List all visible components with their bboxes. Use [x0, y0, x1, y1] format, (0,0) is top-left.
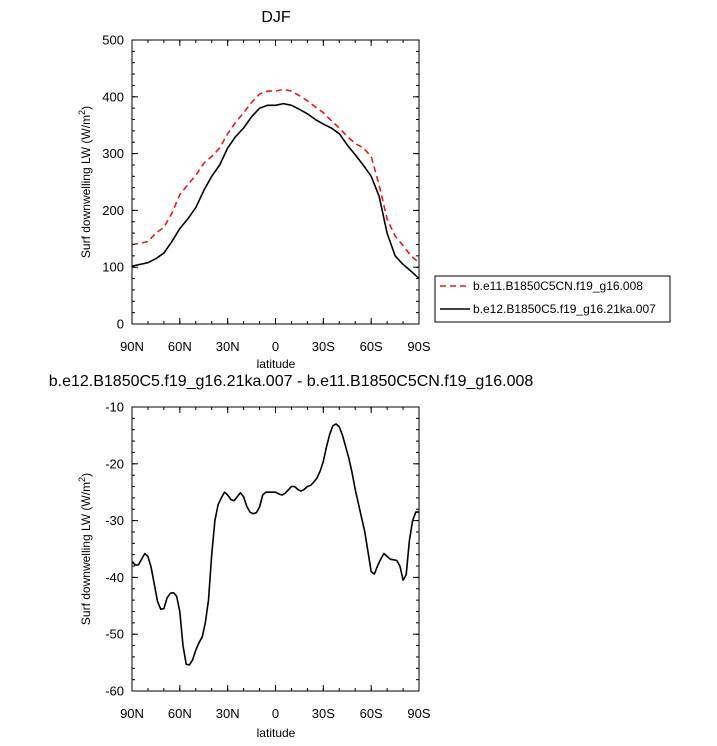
- top-y-tick-label: 0: [117, 317, 124, 332]
- bottom-panel: b.e12.B1850C5.f19_g16.21ka.007 - b.e11.B…: [49, 373, 534, 740]
- bottom-x-tick-label: 0: [272, 706, 279, 721]
- bottom-y-tick-label: -50: [105, 627, 124, 642]
- bottom-x-tick-label: 60N: [168, 706, 192, 721]
- top-y-tick-label: 100: [102, 260, 124, 275]
- legend: b.e11.B1850C5CN.f19_g16.008 b.e12.B1850C…: [434, 275, 671, 323]
- bottom-x-tick-label: 90S: [407, 706, 430, 721]
- bottom-y-tick-label: -60: [105, 684, 124, 699]
- top-x-tick-label: 90N: [120, 339, 144, 354]
- top-series-line-1: [131, 88, 420, 264]
- top-y-axis-label-text: Surf downwelling LW (W/m: [79, 115, 93, 258]
- top-panel: DJF 0 100 200 300 400 500 90N 60N 30N 0 30S 60S 90S…: [77, 9, 671, 371]
- top-y-ticks: 0 100 200 300 400 500: [102, 33, 419, 332]
- legend-box: [434, 275, 671, 323]
- bottom-y-tick-label: -40: [105, 570, 124, 585]
- top-series-group: [131, 88, 420, 280]
- bottom-x-axis-label: latitude: [257, 726, 296, 740]
- top-y-tick-label: 400: [102, 89, 124, 104]
- bottom-y-tick-label: -30: [105, 513, 124, 528]
- bottom-y-axis-label-text: Surf downwelling LW (W/m: [79, 482, 93, 625]
- top-y-axis-label-close: ): [79, 106, 93, 110]
- bottom-series-group: [131, 423, 419, 666]
- top-x-tick-label: 60N: [168, 339, 192, 354]
- bottom-x-tick-label: 30S: [312, 706, 335, 721]
- top-y-axis-label: Surf downwelling LW (W/m2): [77, 106, 93, 258]
- bottom-y-axis-label-close: ): [79, 473, 93, 477]
- top-x-axis-label: latitude: [257, 357, 296, 371]
- bottom-x-tick-label: 90N: [120, 706, 144, 721]
- legend-label-series-1: b.e11.B1850C5CN.f19_g16.008: [473, 279, 643, 293]
- legend-label-series-2: b.e12.B1850C5.f19_g16.21ka.007: [473, 302, 656, 316]
- top-x-tick-label: 0: [272, 339, 279, 354]
- bottom-y-tick-label: -10: [105, 400, 124, 415]
- top-series-line-2: [131, 102, 420, 280]
- bottom-y-axis-label-sup: 2: [77, 477, 87, 482]
- top-chart-title: DJF: [261, 9, 291, 26]
- top-y-tick-label: 500: [102, 33, 124, 48]
- top-plot-frame: [131, 39, 420, 325]
- top-y-tick-label: 200: [102, 203, 124, 218]
- bottom-plot-frame: [131, 406, 420, 692]
- bottom-chart-title: b.e12.B1850C5.f19_g16.21ka.007 - b.e11.B…: [49, 373, 534, 390]
- top-x-ticks: 90N 60N 30N 0 30S 60S 90S: [120, 40, 431, 354]
- bottom-y-ticks: -60 -50 -40 -30 -20 -10: [105, 400, 419, 699]
- top-y-tick-label: 300: [102, 146, 124, 161]
- top-x-tick-label: 60S: [360, 339, 383, 354]
- bottom-x-tick-label: 60S: [360, 706, 383, 721]
- bottom-x-ticks: 90N 60N 30N 0 30S 60S 90S: [120, 407, 431, 721]
- bottom-series-line-1: [131, 423, 419, 666]
- bottom-y-axis-label: Surf downwelling LW (W/m2): [77, 473, 93, 625]
- top-x-tick-label: 30S: [312, 339, 335, 354]
- top-y-axis-label-sup: 2: [77, 110, 87, 115]
- top-x-tick-label: 30N: [216, 339, 240, 354]
- bottom-y-tick-label: -20: [105, 456, 124, 471]
- bottom-x-tick-label: 30N: [216, 706, 240, 721]
- top-x-tick-label: 90S: [407, 339, 430, 354]
